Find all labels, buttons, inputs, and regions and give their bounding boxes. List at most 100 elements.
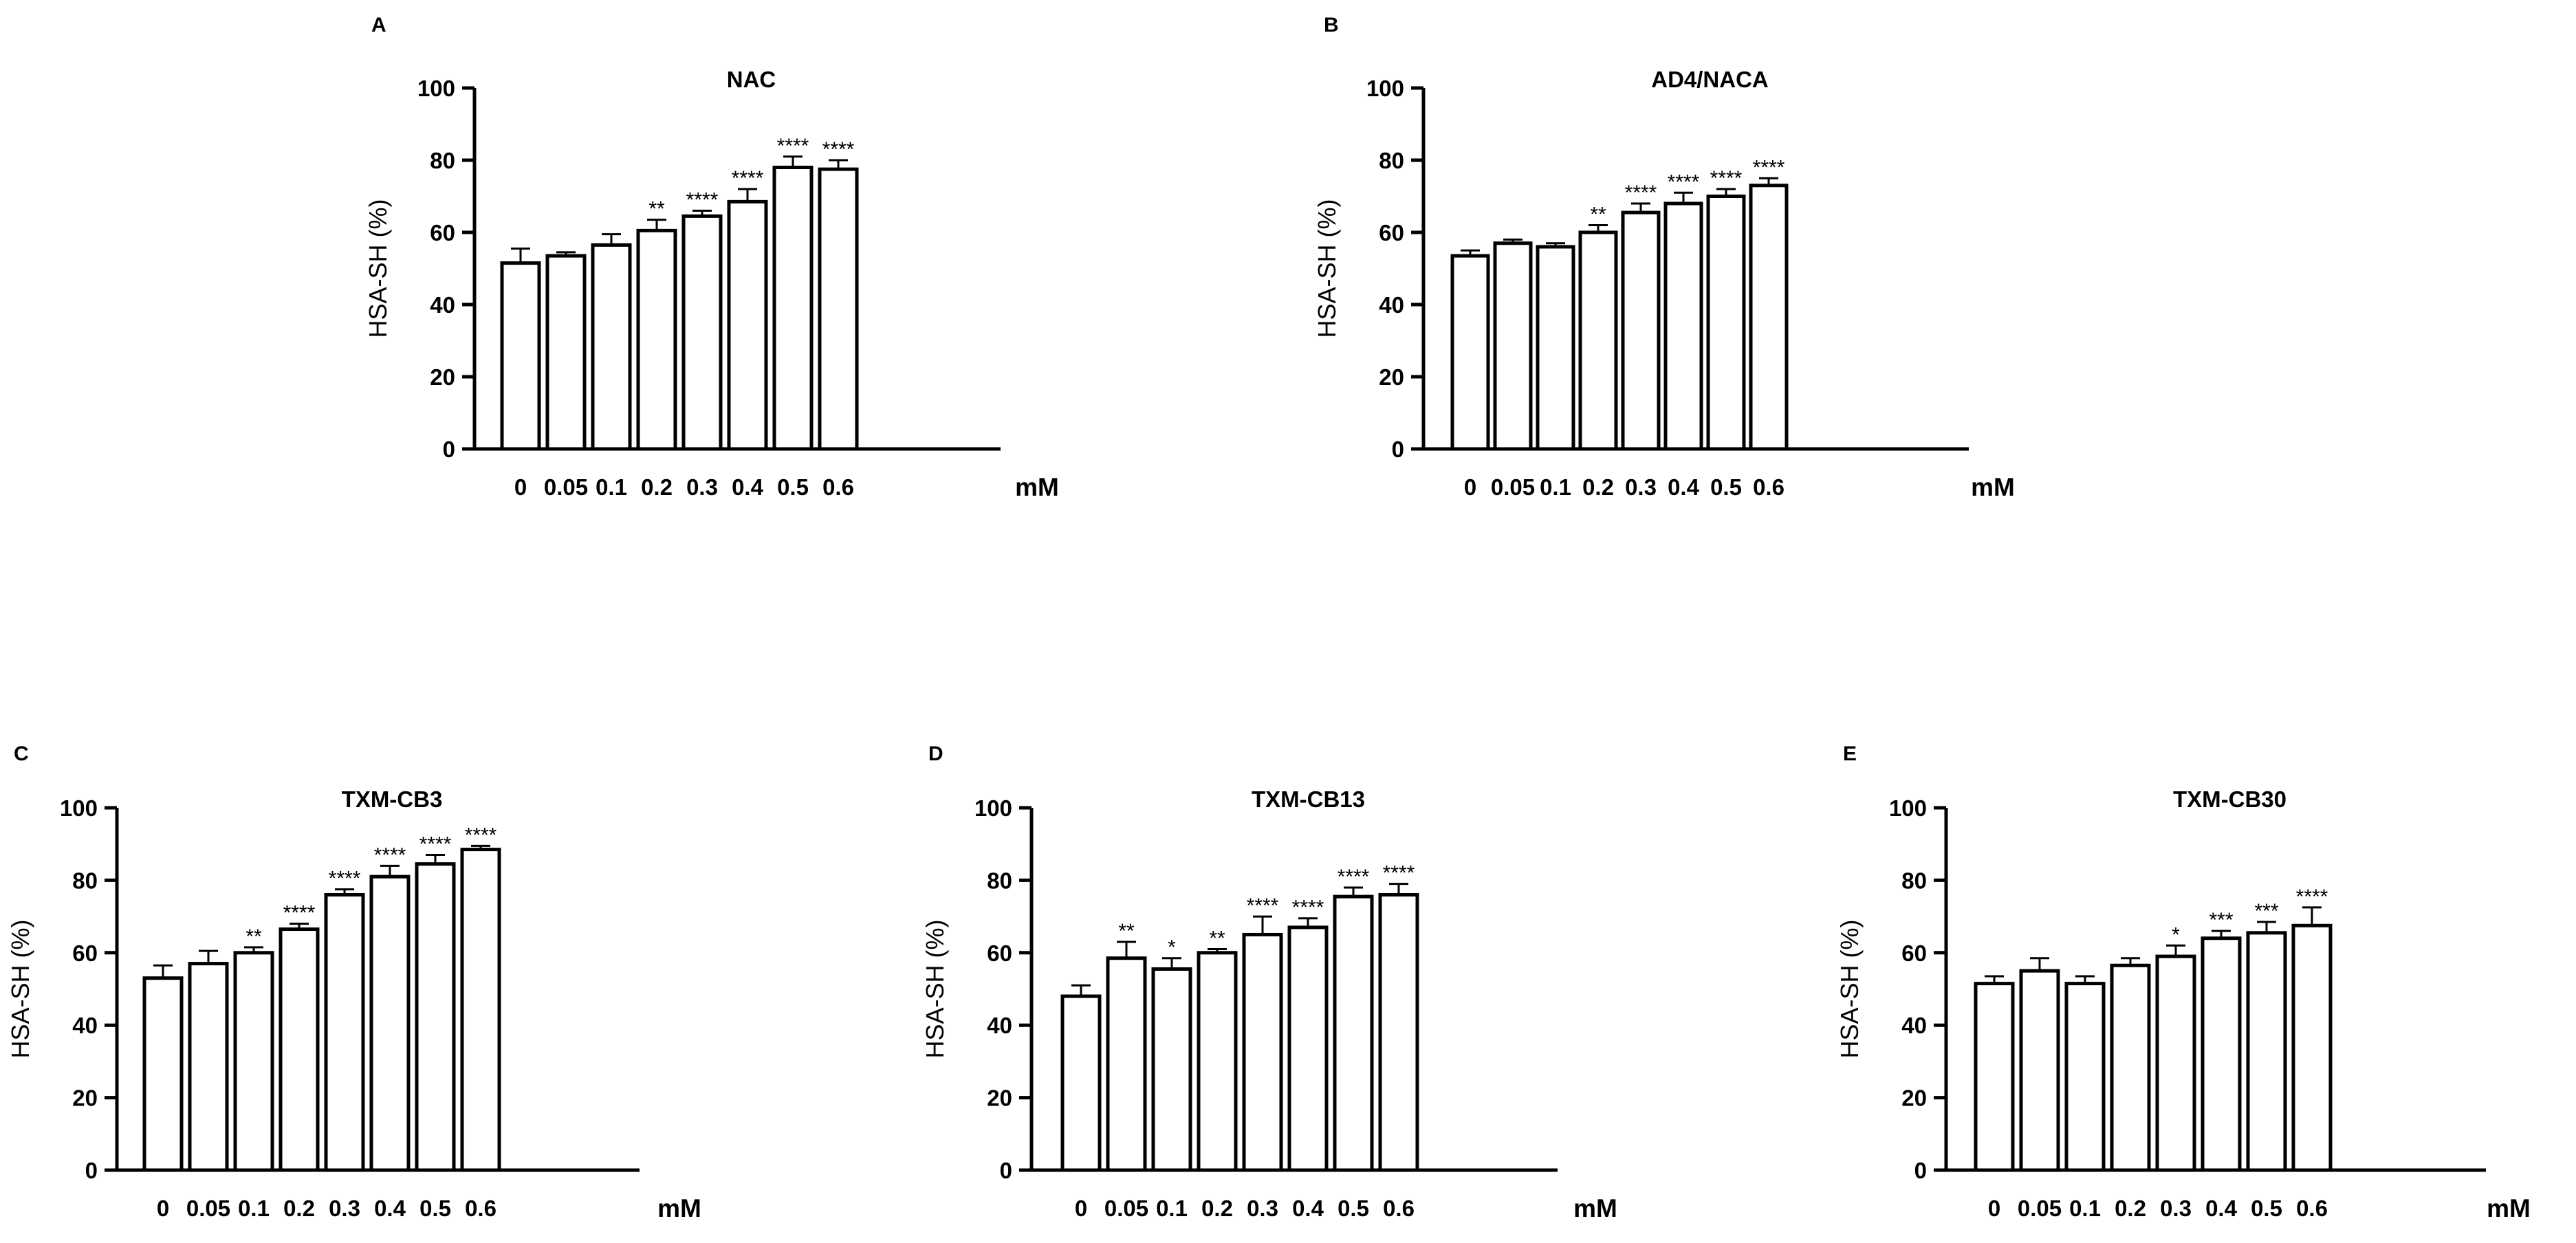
bar — [188, 962, 229, 1172]
bar — [369, 874, 411, 1172]
significance-marker: **** — [1753, 156, 1785, 179]
x-tick-label: 0.1 — [1156, 1196, 1188, 1221]
bar — [460, 848, 501, 1172]
chart-title: TXM-CB30 — [2173, 786, 2286, 812]
bar — [2246, 931, 2287, 1172]
bar — [2201, 936, 2242, 1172]
x-axis-unit-label: mM — [1573, 1194, 1617, 1222]
bar — [1060, 994, 1102, 1172]
panel-label: D — [928, 742, 943, 765]
panel-label: E — [1843, 742, 1857, 765]
x-tick-label: 0.6 — [1753, 474, 1784, 500]
x-tick-label: 0.05 — [544, 474, 588, 500]
x-tick-label: 0 — [157, 1196, 169, 1221]
significance-marker: **** — [283, 902, 316, 925]
y-tick-label: 100 — [1366, 76, 1404, 101]
y-tick-label: 20 — [72, 1086, 98, 1111]
bar — [772, 166, 814, 451]
bar — [2291, 923, 2333, 1172]
x-tick-label: 0.2 — [283, 1196, 315, 1221]
bar — [681, 214, 723, 451]
significance-marker: ** — [245, 925, 262, 948]
bar — [818, 167, 859, 451]
bar — [591, 243, 632, 451]
x-tick-label: 0.6 — [2296, 1196, 2328, 1221]
x-tick-label: 0.3 — [686, 474, 718, 500]
y-tick-label: 0 — [443, 437, 455, 462]
significance-marker: *** — [2209, 909, 2233, 932]
significance-marker: **** — [419, 833, 452, 856]
chart-panel-a: A NAC HSA-SH (%) 0 20 40 60 80 100 0 0.05 0.1 ** 0.2 *… — [364, 14, 1059, 501]
bar — [1197, 951, 1238, 1172]
x-tick-label: 0.5 — [777, 474, 809, 500]
y-tick-label: 100 — [1889, 795, 1927, 821]
significance-marker: ** — [1209, 927, 1225, 950]
x-tick-label: 0.2 — [1201, 1196, 1233, 1221]
x-tick-label: 0.6 — [822, 474, 854, 500]
significance-marker: **** — [1710, 167, 1743, 190]
y-tick-label: 0 — [1914, 1158, 1927, 1183]
significance-marker: **** — [465, 824, 497, 846]
bar — [500, 261, 541, 451]
y-tick-label: 20 — [1901, 1086, 1927, 1111]
x-axis-unit-label: mM — [657, 1194, 701, 1222]
bar — [1450, 254, 1490, 451]
significance-marker: **** — [1338, 866, 1370, 888]
significance-marker: * — [1168, 936, 1176, 959]
y-tick-label: 80 — [1379, 148, 1404, 173]
x-tick-label: 0.1 — [596, 474, 627, 500]
y-tick-label: 40 — [72, 1013, 98, 1038]
chart-title: NAC — [727, 67, 776, 92]
bar — [1749, 184, 1789, 451]
y-tick-label: 60 — [430, 220, 455, 245]
y-tick-label: 40 — [1379, 292, 1404, 318]
y-axis-label: HSA-SH (%) — [921, 919, 949, 1058]
x-tick-label: 0.6 — [1383, 1196, 1415, 1221]
chart-panel-e: E TXM-CB30 HSA-SH (%) 0 20 40 60 80 100 0 0.05 0.1 0… — [1835, 742, 2531, 1222]
chart-title: TXM-CB13 — [1252, 786, 1365, 812]
y-tick-label: 40 — [1901, 1013, 1927, 1038]
x-axis-unit-label: mM — [1971, 473, 2015, 501]
y-tick-label: 0 — [1392, 437, 1404, 462]
bar — [1106, 956, 1147, 1172]
y-tick-label: 0 — [1000, 1158, 1012, 1183]
x-axis-unit-label: mM — [2487, 1194, 2531, 1222]
bar — [1287, 925, 1329, 1172]
bar — [2064, 982, 2106, 1172]
x-tick-label: 0.5 — [419, 1196, 451, 1221]
significance-marker: **** — [1625, 182, 1657, 204]
bar — [2110, 963, 2151, 1172]
x-tick-label: 0 — [1988, 1196, 2000, 1221]
x-tick-label: 0.4 — [1668, 474, 1700, 500]
x-axis-unit-label: mM — [1015, 473, 1059, 501]
y-tick-label: 40 — [430, 292, 455, 318]
x-tick-label: 0.4 — [732, 474, 764, 500]
bar — [2019, 969, 2060, 1172]
bar — [233, 951, 274, 1172]
chart-panel-c: C TXM-CB3 HSA-SH (%) 0 20 40 60 80 100 0 0.05 ** 0.1… — [6, 742, 701, 1222]
panel-label: B — [1324, 14, 1339, 36]
significance-marker: ** — [1118, 920, 1135, 943]
bar — [2155, 954, 2196, 1172]
significance-marker: **** — [1383, 862, 1415, 885]
y-tick-label: 80 — [1901, 868, 1927, 893]
significance-marker: **** — [686, 189, 719, 212]
x-tick-label: 0.05 — [1104, 1196, 1148, 1221]
panel-label: C — [14, 742, 29, 765]
y-tick-label: 20 — [1379, 364, 1404, 390]
y-tick-label: 20 — [987, 1086, 1012, 1111]
significance-marker: **** — [732, 167, 764, 190]
bar — [415, 862, 456, 1172]
x-tick-label: 0.2 — [2115, 1196, 2146, 1221]
bar — [1333, 894, 1374, 1172]
significance-marker: **** — [2296, 886, 2328, 908]
significance-marker: * — [2172, 923, 2180, 946]
x-tick-label: 0.4 — [2205, 1196, 2238, 1221]
bar — [324, 892, 365, 1172]
x-tick-label: 0 — [1464, 474, 1476, 500]
x-tick-label: 0.2 — [1582, 474, 1614, 500]
x-tick-label: 0.3 — [2160, 1196, 2192, 1221]
bar — [1493, 241, 1533, 451]
y-tick-label: 80 — [72, 868, 98, 893]
